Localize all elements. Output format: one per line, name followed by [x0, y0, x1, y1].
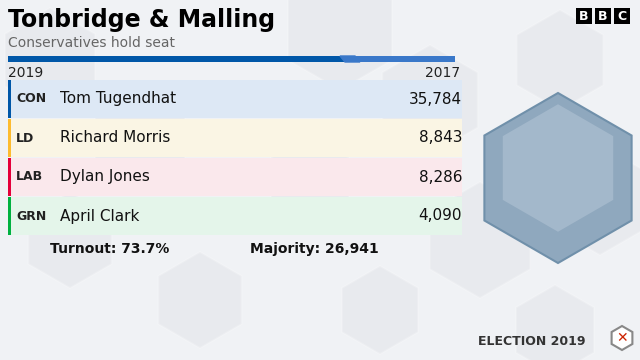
FancyBboxPatch shape — [8, 80, 11, 118]
Polygon shape — [342, 266, 418, 354]
Text: LD: LD — [16, 131, 35, 144]
FancyBboxPatch shape — [355, 56, 455, 62]
Polygon shape — [28, 192, 111, 288]
FancyBboxPatch shape — [576, 8, 592, 24]
Text: C: C — [618, 9, 627, 22]
Text: B: B — [598, 9, 608, 22]
Polygon shape — [95, 88, 185, 192]
Text: ✕: ✕ — [616, 331, 628, 345]
Text: 4,090: 4,090 — [419, 208, 462, 224]
FancyBboxPatch shape — [614, 8, 630, 24]
Text: 8,843: 8,843 — [419, 130, 462, 145]
FancyBboxPatch shape — [8, 197, 11, 235]
Text: 2017: 2017 — [425, 66, 460, 80]
Text: B: B — [579, 9, 589, 22]
Text: Tonbridge & Malling: Tonbridge & Malling — [8, 8, 275, 32]
FancyBboxPatch shape — [8, 119, 11, 157]
Polygon shape — [484, 93, 632, 263]
Text: Richard Morris: Richard Morris — [60, 130, 170, 145]
Text: ELECTION 2019: ELECTION 2019 — [478, 335, 586, 348]
Text: Dylan Jones: Dylan Jones — [60, 170, 150, 184]
Polygon shape — [430, 182, 530, 298]
Text: April Clark: April Clark — [60, 208, 140, 224]
FancyBboxPatch shape — [8, 197, 462, 235]
Text: 35,784: 35,784 — [409, 91, 462, 107]
FancyBboxPatch shape — [8, 80, 462, 118]
FancyBboxPatch shape — [8, 158, 462, 196]
FancyBboxPatch shape — [8, 56, 348, 62]
Polygon shape — [159, 252, 241, 348]
Text: Tom Tugendhat: Tom Tugendhat — [60, 91, 176, 107]
Polygon shape — [5, 8, 95, 112]
FancyBboxPatch shape — [595, 8, 611, 24]
FancyBboxPatch shape — [8, 158, 11, 196]
Polygon shape — [612, 326, 632, 350]
Text: 8,286: 8,286 — [419, 170, 462, 184]
Text: LAB: LAB — [16, 171, 43, 184]
Text: GRN: GRN — [16, 210, 46, 222]
Text: 2019: 2019 — [8, 66, 44, 80]
Polygon shape — [503, 104, 613, 232]
Polygon shape — [516, 285, 594, 360]
FancyBboxPatch shape — [8, 119, 462, 157]
Polygon shape — [382, 45, 477, 155]
Text: Conservatives hold seat: Conservatives hold seat — [8, 36, 175, 50]
Text: Majority: 26,941: Majority: 26,941 — [250, 242, 379, 256]
Polygon shape — [340, 56, 360, 62]
Polygon shape — [552, 145, 640, 255]
Text: Turnout: 73.7%: Turnout: 73.7% — [50, 242, 170, 256]
Polygon shape — [271, 135, 349, 225]
Polygon shape — [288, 0, 392, 90]
Polygon shape — [516, 10, 604, 110]
Text: CON: CON — [16, 93, 46, 105]
